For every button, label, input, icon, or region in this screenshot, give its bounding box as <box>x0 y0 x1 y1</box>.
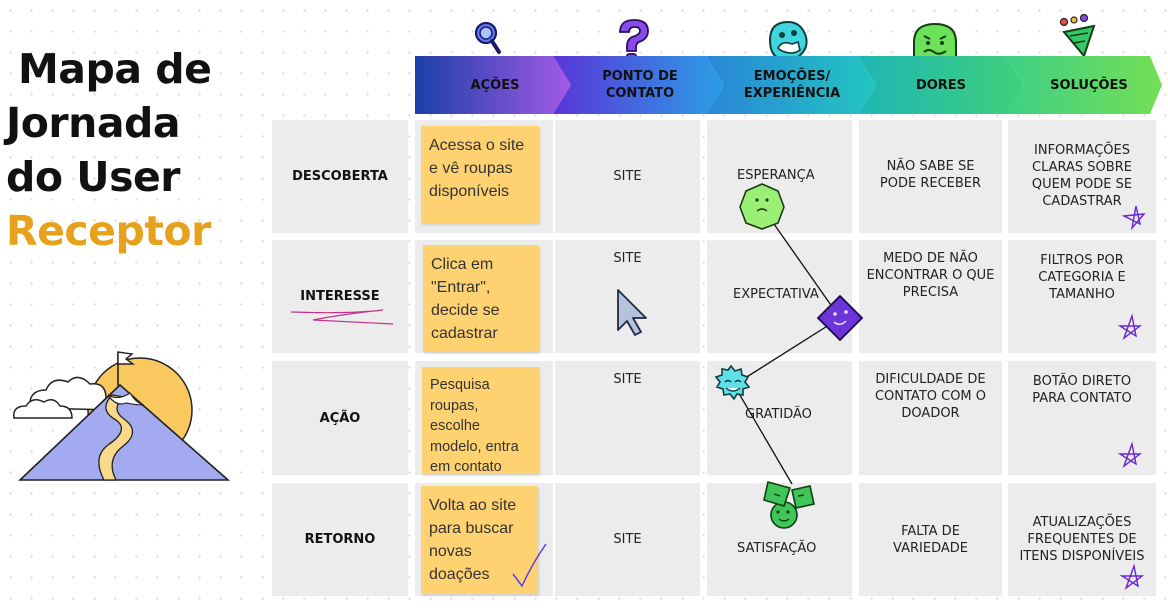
worried-face-icon <box>913 22 957 61</box>
emocao-cell <box>707 483 852 596</box>
sticky-note-acao: Acessa o site e vê roupas disponíveis <box>421 126 539 223</box>
dor-cell: DIFICULDADE DE CONTATO COM O DOADOR <box>859 361 1002 475</box>
title-line-1: Mapa de <box>18 45 212 93</box>
solucao-cell: FILTROS POR CATEGORIA E TAMANHO <box>1008 240 1156 353</box>
header-dores: DORES <box>915 77 967 93</box>
dor-cell: NÃO SABE SE PODE RECEBER <box>859 120 1002 233</box>
solucao-cell: BOTÃO DIRETO PARA CONTATO <box>1008 361 1156 475</box>
dor-cell: MEDO DE NÃO ENCONTRAR O QUE PRECISA <box>859 240 1002 353</box>
solucao-cell: INFORMAÇÕES CLARAS SOBRE QUEM PODE SE CA… <box>1008 120 1156 233</box>
ponto-cell: SITE <box>555 361 700 475</box>
ponto-cell: SITE <box>555 240 700 353</box>
sticky-note-acao: Clica em "Entrar", decide se cadastrar <box>423 245 539 352</box>
emotion-label-esperanca: ESPERANÇA <box>737 168 815 183</box>
title-accent: Receptor <box>6 207 211 255</box>
emotion-label-satisfacao: SATISFAÇÃO <box>737 541 817 556</box>
title-line-3: do User <box>6 153 181 201</box>
dor-cell: FALTA DE VARIEDADE <box>859 483 1002 596</box>
mountain-flag-illustration <box>13 351 231 481</box>
row-label-retorno: RETORNO <box>272 483 408 596</box>
page-title: Mapa de Jornada do User Receptor <box>6 42 212 258</box>
emotion-label-expectativa: EXPECTATIVA <box>733 287 819 302</box>
sticky-note-acao: Pesquisa roupas, escolhe modelo, entra e… <box>422 367 539 475</box>
header-emocoes: EMOÇÕES/ EXPERIÊNCIA <box>743 69 841 101</box>
row-label-interesse: INTERESSE <box>272 240 408 353</box>
sticky-note-acao: Volta ao site para buscar novas doações <box>421 486 538 594</box>
ponto-cell: SITE <box>555 483 700 596</box>
row-label-descoberta: DESCOBERTA <box>272 120 408 233</box>
magnifier-icon <box>474 21 501 54</box>
header-acoes: AÇÕES <box>470 77 520 93</box>
emotion-label-gratidao: GRATIDÃO <box>745 407 812 422</box>
title-line-2: Jornada <box>6 99 181 147</box>
ponto-cell: SITE <box>555 120 700 233</box>
header-ponto-de-contato: PONTO DE CONTATO <box>602 69 678 101</box>
solucao-cell: ATUALIZAÇÕES FREQUENTES DE ITENS DISPONÍ… <box>1008 483 1156 596</box>
party-popper-icon <box>1059 14 1096 59</box>
row-label-acao: AÇÃO <box>272 361 408 475</box>
header-solucoes: SOLUÇÕES <box>1050 77 1128 93</box>
